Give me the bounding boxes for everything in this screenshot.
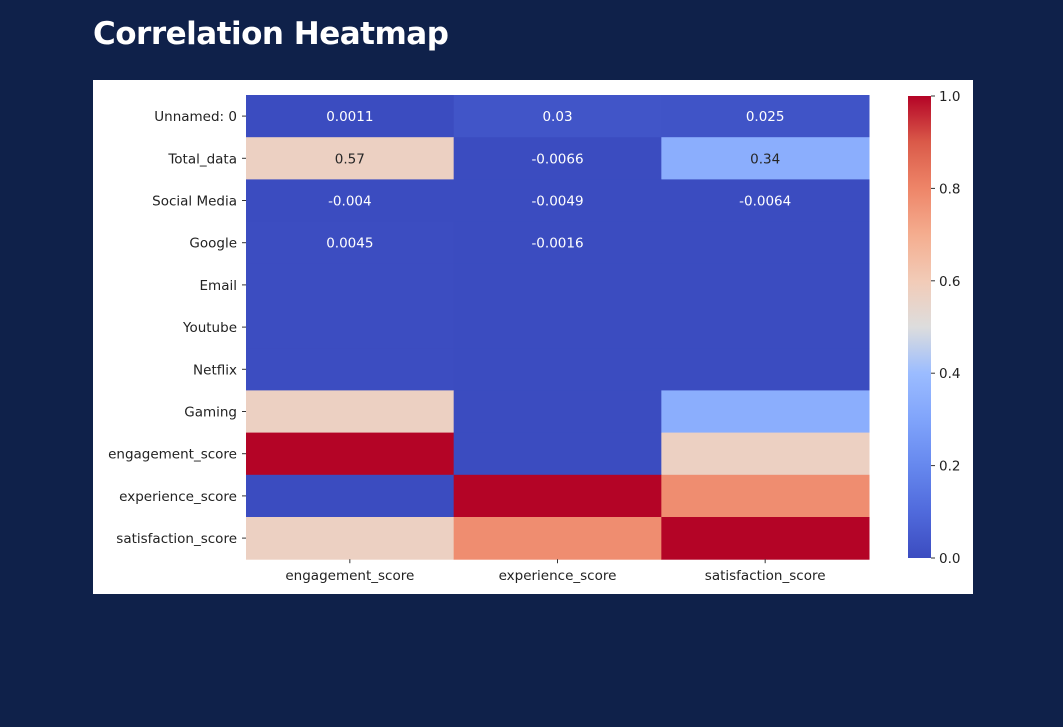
y-tick-label: Gaming [184, 405, 237, 421]
heatmap-cell [661, 517, 870, 560]
heatmap-cell [246, 221, 455, 265]
cell-annotation: -0.0066 [531, 151, 583, 167]
cell-annotation: -0.0049 [531, 194, 583, 210]
y-axis: Unnamed: 0 Total_data Social Media Google Em… [108, 109, 246, 547]
heatmap-cell [661, 263, 870, 307]
heatmap-cell [453, 306, 662, 349]
heatmap-cell [246, 179, 455, 223]
heatmap-cells [246, 95, 870, 560]
heatmap-cell [453, 348, 662, 391]
cell-annotation: 0.0045 [326, 236, 373, 252]
heatmap-cell [661, 137, 870, 180]
y-tick-label: Youtube [182, 320, 237, 336]
heatmap-cell [661, 432, 870, 476]
chart-panel: 0.0011 0.03 0.025 0.57 -0.0066 0.34 -0.004 -0.0… [93, 80, 973, 594]
colorbar-tick-label: 0.8 [939, 181, 960, 197]
heatmap-cell [661, 474, 870, 518]
heatmap-cell [661, 221, 870, 265]
colorbar: 0.0 0.2 0.4 0.6 0.8 1.0 [908, 89, 960, 567]
y-tick-label: Email [200, 278, 237, 294]
y-tick-label: experience_score [119, 489, 237, 505]
colorbar-tick-label: 0.0 [939, 551, 960, 567]
colorbar-tick-label: 0.6 [939, 274, 960, 290]
page-title: Correlation Heatmap [93, 16, 449, 52]
colorbar-tick-label: 0.2 [939, 459, 960, 475]
y-tick-label: Unnamed: 0 [154, 109, 237, 125]
y-tick-label: engagement_score [108, 447, 237, 463]
y-tick-label: Social Media [152, 194, 237, 210]
x-axis: engagement_score experience_score satisfac… [285, 559, 826, 584]
colorbar-tick-label: 0.4 [939, 366, 960, 382]
cell-annotation: -0.004 [328, 194, 372, 210]
heatmap-cell [246, 474, 455, 518]
heatmap-cell [453, 432, 662, 476]
heatmap-cell [453, 221, 662, 265]
heatmap-cell [246, 517, 455, 560]
heatmap-cell [453, 390, 662, 434]
cell-annotation: 0.34 [750, 151, 780, 167]
cell-annotation: 0.57 [335, 151, 365, 167]
x-tick-label: experience_score [499, 568, 617, 584]
y-tick-label: Netflix [193, 362, 237, 378]
heatmap-cell [453, 474, 662, 518]
correlation-heatmap: 0.0011 0.03 0.025 0.57 -0.0066 0.34 -0.004 -0.0… [108, 89, 960, 584]
heatmap-cell [246, 432, 455, 476]
heatmap-cell [246, 263, 455, 307]
heatmap-cell [246, 137, 455, 180]
cell-annotation: 0.0011 [326, 109, 373, 125]
heatmap-cell [246, 95, 455, 138]
heatmap-cell [453, 179, 662, 223]
cell-annotation: 0.03 [542, 109, 572, 125]
colorbar-tick-label: 1.0 [939, 89, 960, 105]
heatmap-cell [661, 306, 870, 349]
heatmap-cell [453, 517, 662, 560]
heatmap-cell [453, 95, 662, 138]
heatmap-cell [246, 348, 455, 391]
heatmap-cell [246, 306, 455, 349]
colorbar-gradient [908, 96, 931, 558]
heatmap-cell [453, 137, 662, 180]
heatmap-cell [661, 348, 870, 391]
heatmap-annotations: 0.0011 0.03 0.025 0.57 -0.0066 0.34 -0.004 -0.0… [326, 109, 791, 252]
cell-annotation: -0.0016 [531, 236, 583, 252]
heatmap-cell [661, 390, 870, 434]
x-tick-label: satisfaction_score [705, 568, 826, 584]
x-tick-label: engagement_score [285, 568, 414, 584]
heatmap-cell [661, 95, 870, 138]
heatmap-cell [661, 179, 870, 223]
y-tick-label: Total_data [167, 151, 237, 167]
heatmap-cell [246, 390, 455, 434]
y-tick-label: Google [189, 236, 237, 252]
y-tick-label: satisfaction_score [116, 531, 237, 547]
heatmap-cell [453, 263, 662, 307]
cell-annotation: 0.025 [746, 109, 785, 125]
cell-annotation: -0.0064 [739, 194, 791, 210]
